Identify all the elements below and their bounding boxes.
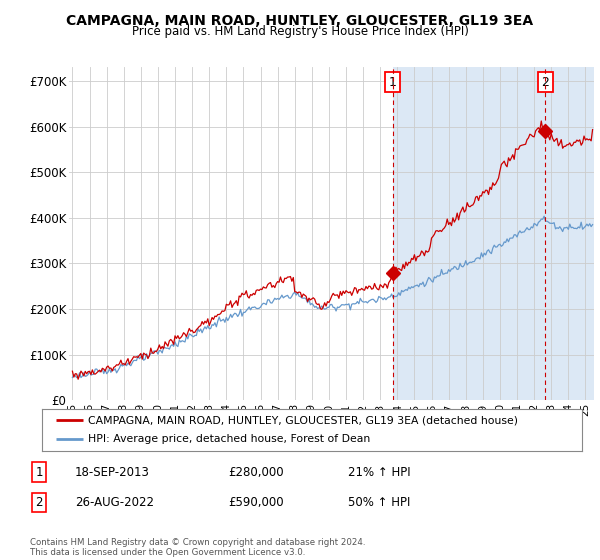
Text: HPI: Average price, detached house, Forest of Dean: HPI: Average price, detached house, Fore… bbox=[88, 435, 370, 445]
Text: 26-AUG-2022: 26-AUG-2022 bbox=[75, 496, 154, 509]
Text: 1: 1 bbox=[35, 465, 43, 479]
Text: 2: 2 bbox=[35, 496, 43, 509]
Text: 18-SEP-2013: 18-SEP-2013 bbox=[75, 465, 150, 479]
Text: 50% ↑ HPI: 50% ↑ HPI bbox=[348, 496, 410, 509]
Bar bbox=[392, 67, 594, 400]
Text: £280,000: £280,000 bbox=[228, 465, 284, 479]
Text: CAMPAGNA, MAIN ROAD, HUNTLEY, GLOUCESTER, GL19 3EA (detached house): CAMPAGNA, MAIN ROAD, HUNTLEY, GLOUCESTER… bbox=[88, 415, 518, 425]
Text: 1: 1 bbox=[389, 76, 397, 88]
Text: £590,000: £590,000 bbox=[228, 496, 284, 509]
Text: 21% ↑ HPI: 21% ↑ HPI bbox=[348, 465, 410, 479]
Text: CAMPAGNA, MAIN ROAD, HUNTLEY, GLOUCESTER, GL19 3EA: CAMPAGNA, MAIN ROAD, HUNTLEY, GLOUCESTER… bbox=[67, 14, 533, 28]
Text: Contains HM Land Registry data © Crown copyright and database right 2024.
This d: Contains HM Land Registry data © Crown c… bbox=[30, 538, 365, 557]
Text: 2: 2 bbox=[541, 76, 549, 88]
Text: Price paid vs. HM Land Registry's House Price Index (HPI): Price paid vs. HM Land Registry's House … bbox=[131, 25, 469, 38]
